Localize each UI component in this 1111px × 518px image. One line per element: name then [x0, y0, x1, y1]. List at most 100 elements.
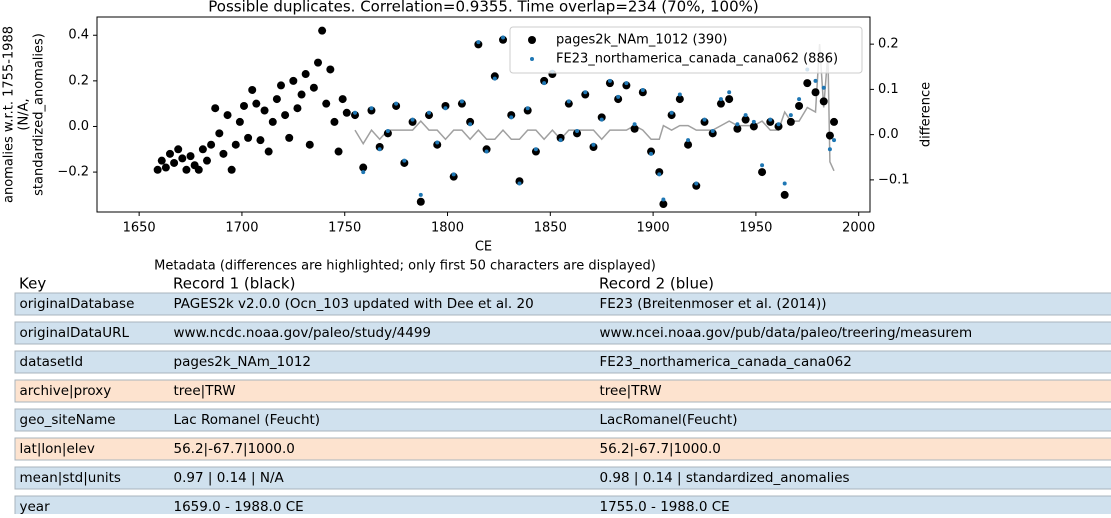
x-axis-label: CE — [475, 240, 492, 255]
table-cell: Lac Romanel (Feucht) — [174, 412, 321, 428]
data-point — [202, 156, 211, 165]
table-cell: lat|lon|elev — [20, 441, 95, 457]
table-cell: FE23_northamerica_canada_cana062 — [600, 354, 852, 370]
data-point — [825, 131, 834, 140]
data-point — [564, 99, 573, 108]
data-point — [244, 133, 253, 142]
table-cell: FE23 (Breitenmoser et al. (2014)) — [600, 296, 827, 312]
y-axis-label: anomalies w.r.t. 1755-1988 — [2, 26, 17, 203]
data-point — [766, 117, 775, 126]
data-point — [264, 147, 273, 156]
data-point — [821, 85, 826, 90]
table-row — [14, 321, 1111, 345]
data-point — [182, 165, 191, 174]
difference-line — [354, 44, 835, 172]
data-point — [174, 145, 183, 154]
y2-tick-label: 0.0 — [878, 127, 899, 142]
data-point — [318, 26, 327, 35]
data-point — [293, 104, 302, 113]
data-point — [476, 40, 481, 45]
data-point — [725, 95, 734, 104]
data-point — [252, 99, 261, 108]
data-point — [326, 65, 335, 74]
data-point — [743, 113, 748, 118]
data-point — [718, 97, 723, 102]
data-point — [556, 133, 565, 142]
x-tick-label: 1800 — [431, 221, 464, 236]
data-point — [215, 129, 224, 138]
table-cell: 1659.0 - 1988.0 CE — [174, 499, 304, 514]
data-point — [178, 154, 187, 163]
table-row — [14, 292, 1111, 316]
data-point — [735, 122, 740, 127]
data-point — [239, 101, 248, 110]
data-point — [589, 143, 598, 151]
x-tick-label: 1750 — [328, 221, 361, 236]
table-caption: Metadata (differences are highlighted; o… — [154, 259, 656, 274]
data-point — [157, 156, 166, 165]
data-point — [797, 97, 802, 102]
data-point — [768, 117, 773, 122]
data-point — [647, 147, 656, 156]
y-tick-label: 0.0 — [68, 119, 89, 134]
data-point — [400, 158, 409, 167]
data-point — [260, 106, 269, 115]
data-point — [410, 117, 415, 122]
data-point — [492, 76, 497, 81]
data-point — [451, 172, 456, 177]
data-point — [694, 181, 699, 186]
data-point — [575, 129, 580, 134]
data-point — [305, 140, 314, 149]
data-point — [507, 111, 516, 120]
data-point — [385, 129, 390, 134]
data-point — [223, 111, 232, 120]
y2-tick-label: −0.1 — [878, 172, 910, 187]
table-cell: mean|std|units — [20, 470, 121, 486]
data-point — [468, 122, 473, 127]
data-point — [219, 149, 228, 158]
data-point — [533, 147, 538, 152]
data-point — [276, 81, 285, 90]
data-point — [607, 78, 612, 83]
data-point — [675, 95, 684, 104]
data-point — [667, 111, 676, 120]
data-point — [758, 168, 767, 177]
data-point — [394, 101, 399, 106]
data-point — [692, 181, 701, 190]
table-cell: 0.98 | 0.14 | standardized_anomalies — [600, 470, 850, 486]
table-cell: 56.2|-67.7|1000.0 — [600, 441, 721, 457]
data-point — [359, 163, 368, 172]
data-point — [776, 122, 781, 127]
data-point — [710, 129, 715, 134]
table-header: Record 1 (black) — [173, 275, 295, 293]
y-tick-label: −0.2 — [57, 165, 89, 180]
data-point — [484, 149, 489, 154]
data-point — [795, 101, 804, 110]
data-point — [231, 140, 240, 149]
data-point — [342, 108, 351, 117]
data-point — [832, 138, 837, 143]
legend-marker — [530, 57, 534, 61]
data-point — [235, 117, 244, 126]
data-point — [630, 124, 639, 133]
x-tick-label: 1950 — [739, 221, 772, 236]
chart-title: Possible duplicates. Correlation=0.9355.… — [208, 0, 759, 16]
data-point — [741, 115, 750, 124]
data-point — [638, 88, 647, 97]
table-cell: datasetId — [20, 354, 84, 370]
data-point — [624, 81, 629, 86]
data-point — [207, 140, 216, 149]
data-point — [597, 113, 606, 122]
data-point — [751, 119, 756, 124]
data-point — [716, 99, 725, 108]
data-point — [161, 163, 170, 172]
legend-label: FE23_northamerica_canada_cana062 (886) — [556, 52, 838, 67]
x-tick-label: 2000 — [842, 221, 875, 236]
table-cell: 1755.0 - 1988.0 CE — [600, 499, 730, 514]
data-point — [443, 106, 448, 111]
data-point — [622, 81, 631, 90]
x-tick-label: 1650 — [123, 221, 156, 236]
y-tick-label: 0.2 — [68, 73, 89, 88]
data-point — [268, 117, 277, 126]
data-point — [540, 76, 549, 85]
